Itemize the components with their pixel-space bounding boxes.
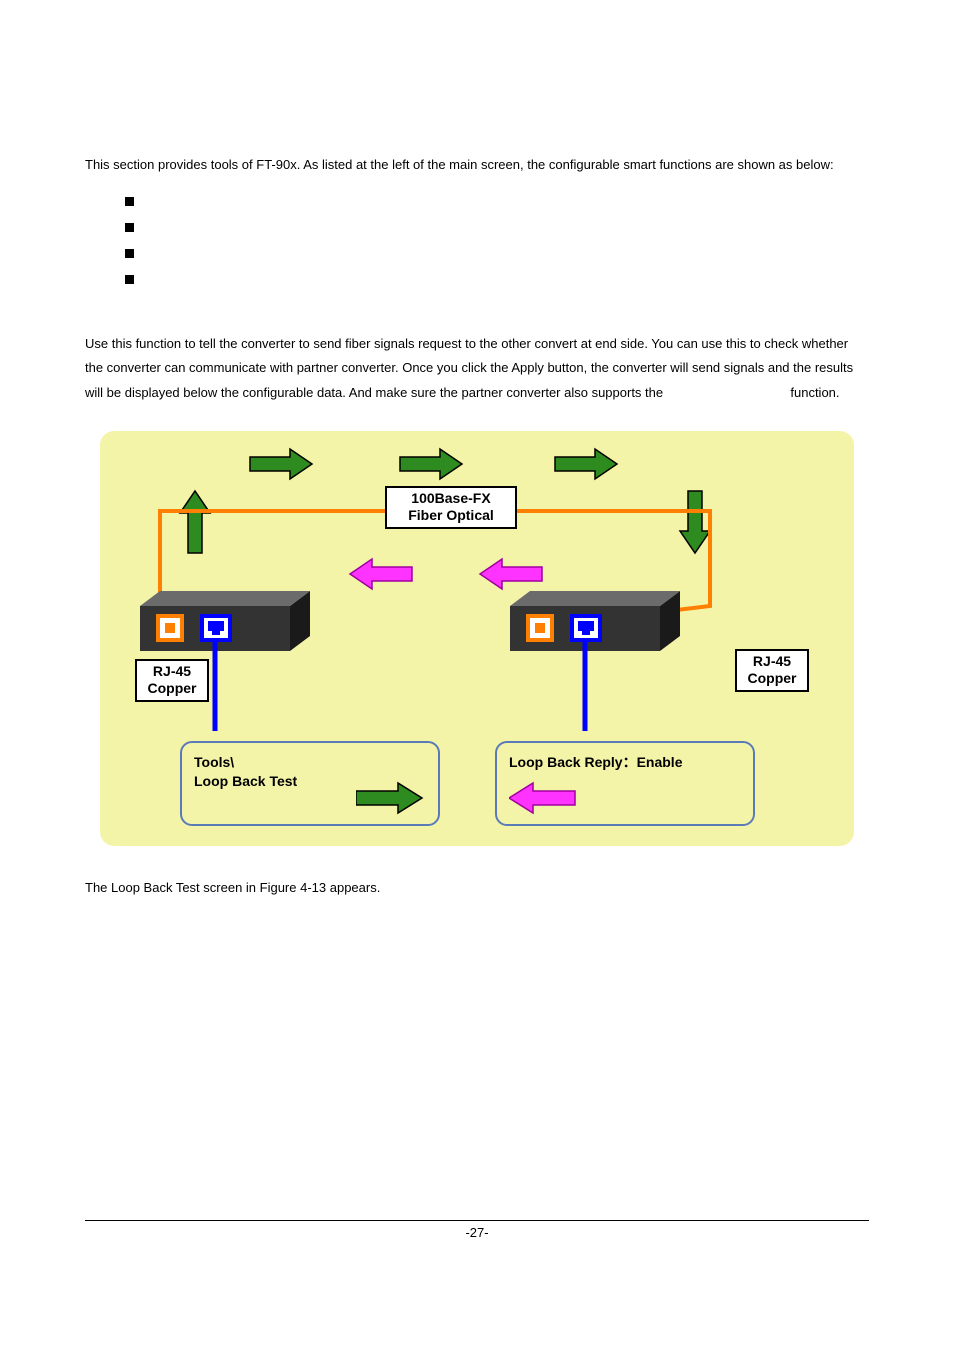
rj45-label-line1: RJ-45 [153,663,191,679]
rj45-label-line1: RJ-45 [753,653,791,669]
square-bullet-icon [125,223,134,232]
loopback-reply-box: Loop Back Reply：Enable [495,741,755,826]
fiber-label-line1: 100Base-FX [411,490,490,506]
list-item [125,266,869,292]
list-item [125,188,869,214]
rj45-right-label: RJ-45 Copper [735,649,809,692]
green-arrow-icon [356,781,426,816]
figure-reference: The Loop Back Test screen in Figure 4-13… [85,876,869,901]
square-bullet-icon [125,197,134,206]
rj45-label-line2: Copper [748,670,797,686]
box-left-line1: Tools\ [194,754,234,770]
fiber-label-line2: Fiber Optical [408,507,494,523]
box-right-text: Loop Back Reply：Enable [509,754,682,770]
box-left-line2: Loop Back Test [194,773,297,789]
square-bullet-icon [125,249,134,258]
bullet-list [125,188,869,292]
rj45-label-line2: Copper [148,680,197,696]
description-text-2: function. [790,385,839,400]
loopback-diagram: 100Base-FX Fiber Optical RJ-45 Copper RJ… [100,431,854,846]
square-bullet-icon [125,275,134,284]
list-item [125,240,869,266]
intro-paragraph: This section provides tools of FT-90x. A… [85,153,869,178]
page: This section provides tools of FT-90x. A… [0,0,954,1350]
list-item [125,214,869,240]
tools-loopback-box: Tools\ Loop Back Test [180,741,440,826]
pink-arrow-icon [509,781,579,816]
description-paragraph: Use this function to tell the converter … [85,332,869,406]
page-number: -27- [465,1225,488,1240]
page-footer: -27- [85,1220,869,1240]
rj45-left-label: RJ-45 Copper [135,659,209,702]
description-text-1: Use this function to tell the converter … [85,336,853,400]
fiber-label: 100Base-FX Fiber Optical [385,486,517,529]
